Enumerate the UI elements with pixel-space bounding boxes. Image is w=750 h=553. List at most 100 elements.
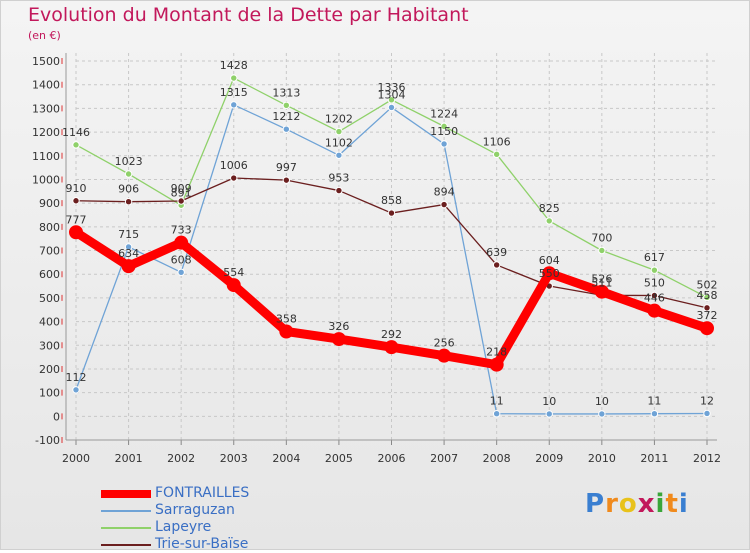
y-tick-label: 1500 (32, 55, 60, 68)
data-point-FONTRAILLES (384, 340, 399, 355)
data-label: 511 (591, 276, 612, 289)
data-label: 700 (591, 232, 612, 245)
data-label: 1212 (272, 110, 300, 123)
data-label: 604 (539, 254, 560, 267)
legend-label: FONTRAILLES (155, 485, 250, 501)
data-label: 858 (381, 194, 402, 207)
legend-swatch (101, 527, 151, 529)
data-label: 1102 (325, 136, 353, 149)
data-point-Lapeyre (282, 101, 291, 109)
data-label: 12 (700, 394, 714, 407)
chart-title: Evolution du Montant de la Dette par Hab… (28, 4, 469, 26)
data-label: 326 (328, 320, 349, 333)
data-label: 458 (697, 289, 718, 302)
data-label: 1315 (220, 86, 248, 99)
y-tick-label: 1000 (32, 173, 60, 186)
data-point-Trie-sur-Baïse (650, 291, 659, 300)
data-point-Trie-sur-Baïse (282, 176, 291, 184)
legend-swatch (101, 544, 151, 546)
y-tick-label: 800 (39, 221, 60, 234)
legend-label: Trie-sur-Baïse (155, 536, 249, 552)
data-label: 1428 (220, 59, 248, 72)
data-point-FONTRAILLES (226, 278, 241, 293)
data-label: 639 (486, 246, 507, 259)
x-tick-label: 2000 (62, 452, 90, 465)
data-point-Lapeyre (440, 122, 448, 131)
y-tick-label: -100 (35, 434, 60, 447)
data-label: 894 (434, 186, 455, 199)
data-label: 502 (697, 278, 718, 291)
data-label: 1006 (220, 159, 248, 172)
data-label: 1313 (272, 86, 300, 99)
data-label: 358 (276, 313, 297, 326)
y-tick-label: 1200 (32, 126, 60, 139)
data-label: 825 (539, 202, 560, 215)
x-tick-label: 2012 (693, 452, 721, 465)
data-point-FONTRAILLES (542, 266, 557, 281)
y-tick-label: 600 (39, 268, 60, 281)
data-label: 909 (171, 182, 192, 195)
data-point-Trie-sur-Baïse (492, 261, 501, 269)
y-tick-label: 500 (39, 292, 60, 305)
data-label: 1106 (483, 135, 511, 148)
series-lines (69, 74, 714, 418)
legend-item: Trie-sur-Baïse (101, 536, 301, 553)
data-point-FONTRAILLES (121, 259, 136, 274)
y-tick-label: 1300 (32, 102, 60, 115)
data-point-FONTRAILLES (594, 284, 609, 299)
y-tick-label: 200 (39, 363, 60, 376)
x-tick-label: 2002 (167, 452, 195, 465)
x-tick-label: 2008 (483, 452, 511, 465)
data-point-Trie-sur-Baïse (72, 197, 80, 205)
data-point-Lapeyre (124, 170, 133, 178)
data-point-Trie-sur-Baïse (124, 198, 133, 206)
data-point-Lapeyre (703, 293, 711, 302)
data-point-Sarraguzan (335, 151, 343, 159)
data-point-Sarraguzan (703, 409, 711, 418)
data-point-Trie-sur-Baïse (335, 186, 343, 195)
x-tick-label: 2010 (588, 452, 616, 465)
data-label: 526 (591, 273, 612, 286)
data-label: 10 (542, 395, 556, 408)
data-label: 446 (644, 292, 665, 305)
data-point-Sarraguzan (124, 243, 133, 251)
data-label: 953 (328, 172, 349, 185)
y-tick-label: 1100 (32, 150, 60, 163)
data-label: 1202 (325, 113, 353, 126)
data-point-Sarraguzan (492, 410, 501, 418)
data-label: 256 (434, 337, 455, 350)
data-point-Trie-sur-Baïse (177, 197, 185, 205)
data-point-Lapeyre (598, 246, 606, 255)
legend-label: Lapeyre (155, 519, 212, 535)
data-label: 891 (171, 186, 192, 199)
data-label: 554 (223, 266, 244, 279)
legend-item: FONTRAILLES (101, 485, 301, 502)
data-point-Trie-sur-Baïse (703, 304, 711, 312)
data-point-FONTRAILLES (174, 235, 189, 250)
x-tick-label: 2001 (115, 452, 143, 465)
x-tick-label: 2009 (535, 452, 563, 465)
data-label: 997 (276, 161, 297, 174)
data-point-Lapeyre (335, 127, 343, 136)
data-label: 1150 (430, 125, 458, 138)
axes: -100 0 100 200 300 400 500 600 700 800 900 1000 1100… (32, 53, 721, 465)
data-point-Lapeyre (387, 96, 396, 104)
data-point-Lapeyre (230, 74, 238, 82)
x-tick-label: 2011 (640, 452, 668, 465)
x-tick-label: 2003 (220, 452, 248, 465)
legend-item: Lapeyre (101, 519, 301, 536)
data-point-FONTRAILLES (489, 357, 504, 372)
data-label: 733 (171, 224, 192, 237)
chart-unit: (en €) (28, 29, 61, 42)
data-label: 608 (171, 253, 192, 266)
data-point-Trie-sur-Baïse (387, 209, 396, 217)
data-point-Sarraguzan (282, 125, 291, 133)
data-label: 292 (381, 328, 402, 341)
y-tick-label: 400 (39, 316, 60, 329)
data-label: 634 (118, 247, 139, 260)
legend-item: Sarraguzan (101, 502, 301, 519)
data-label: 1336 (378, 81, 406, 94)
legend-label: Sarraguzan (155, 502, 235, 518)
